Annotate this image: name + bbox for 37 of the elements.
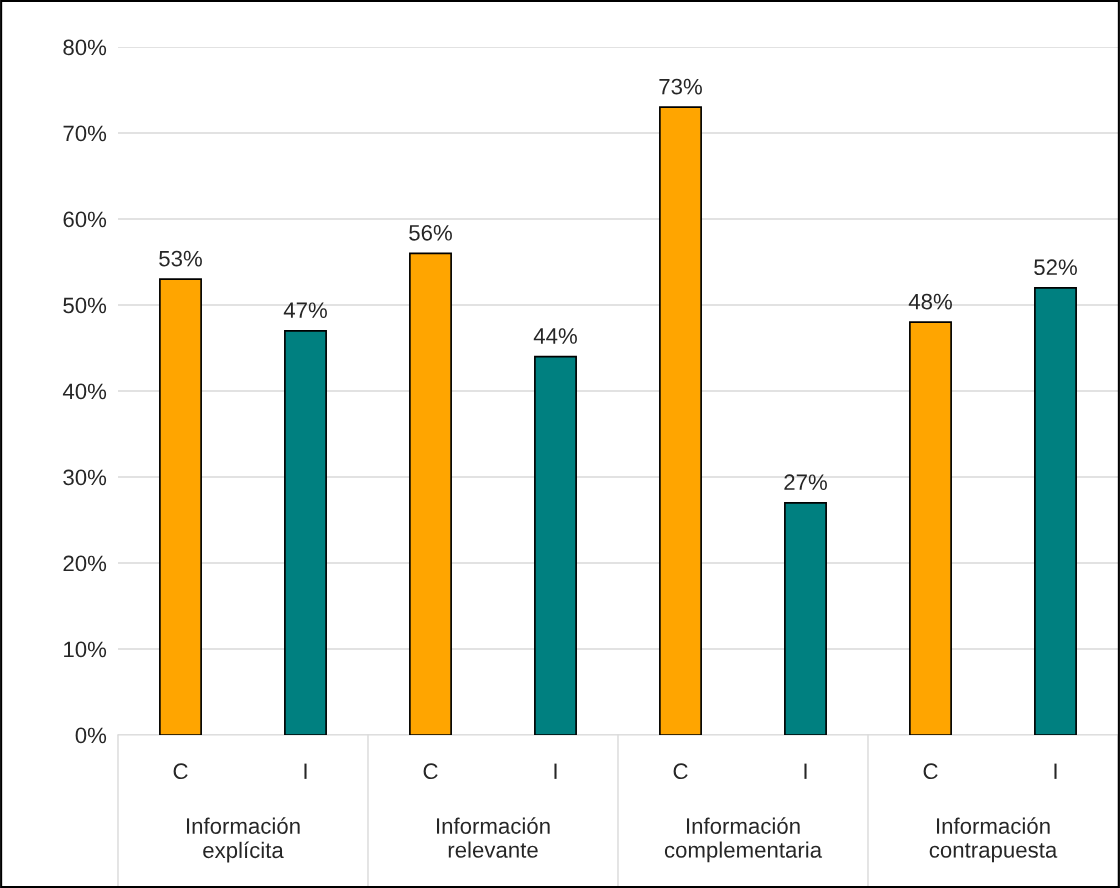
y-tick-label: 50% (63, 297, 107, 314)
x-tick-label: I (554, 763, 557, 779)
text: Información contrapuesta (929, 817, 1058, 863)
data-label: 73% (659, 78, 702, 95)
y-tick-label: 60% (63, 211, 107, 228)
text: Información complementaria (664, 817, 823, 863)
y-tick-label: 20% (63, 555, 107, 572)
text: Información explícita (187, 817, 300, 863)
bar (534, 355, 577, 735)
y-tick-label: 40% (62, 383, 107, 400)
x-tick-label: I (1054, 763, 1057, 779)
bar (784, 501, 827, 735)
y-tick-label: 30% (63, 469, 107, 486)
bar (659, 106, 702, 735)
y-tick-label: 80% (63, 39, 107, 56)
x-tick-label: C (923, 763, 938, 780)
bar (1034, 286, 1077, 735)
y-tick-label: 10% (64, 641, 107, 658)
y-tick-label: 0% (75, 727, 107, 744)
bar (159, 278, 202, 735)
bar (409, 252, 452, 735)
y-tick-label: 70% (63, 125, 107, 142)
data-label: 27% (784, 474, 827, 490)
data-label: 47% (283, 302, 327, 318)
x-tick-label: C (673, 763, 688, 780)
data-label: 44% (533, 328, 577, 344)
x-tick-label: C (423, 763, 438, 780)
text: Información relevante (437, 817, 550, 858)
data-label: 56% (409, 224, 452, 241)
x-tick-label: I (804, 763, 807, 779)
x-tick-label: C (173, 763, 188, 780)
bar (909, 321, 952, 735)
data-label: 48% (908, 293, 952, 310)
x-tick-label: I (304, 763, 307, 779)
bar (284, 329, 327, 735)
data-label: 53% (159, 250, 202, 267)
data-label: 52% (1034, 259, 1077, 276)
